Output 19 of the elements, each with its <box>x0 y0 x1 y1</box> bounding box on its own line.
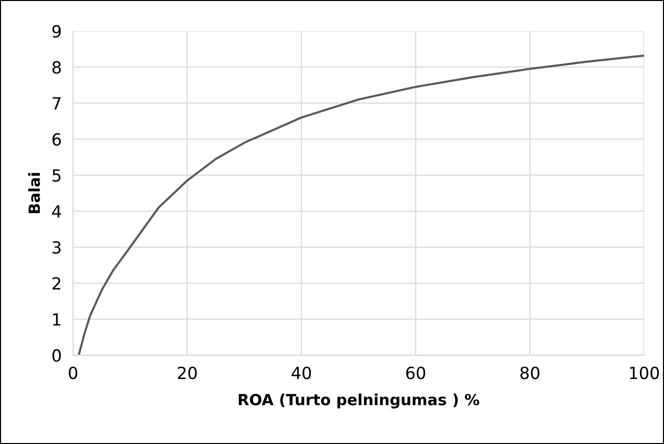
x-axis-title: ROA (Turto pelningumas ) % <box>238 394 480 408</box>
x-tick-label: 20 <box>178 366 197 380</box>
y-tick-label: 2 <box>52 277 60 290</box>
y-axis-title: Balai <box>28 173 40 214</box>
x-tick-label: 40 <box>292 366 311 380</box>
y-tick-label: 9 <box>52 25 61 38</box>
y-tick-label: 3 <box>52 241 61 254</box>
y-tick-label: 8 <box>52 61 61 74</box>
x-tick-label: 80 <box>520 366 540 380</box>
x-tick-label: 100 <box>630 366 659 380</box>
y-tick-label: 1 <box>53 313 60 326</box>
y-tick-label: 0 <box>52 349 61 362</box>
x-tick-label: 60 <box>406 366 426 380</box>
y-tick-label: 5 <box>52 169 60 182</box>
y-tick-label: 4 <box>52 205 61 218</box>
y-tick-label: 7 <box>52 97 61 110</box>
y-tick-label: 6 <box>52 133 61 146</box>
line-series <box>78 54 644 356</box>
x-tick-label: 0 <box>68 366 78 380</box>
